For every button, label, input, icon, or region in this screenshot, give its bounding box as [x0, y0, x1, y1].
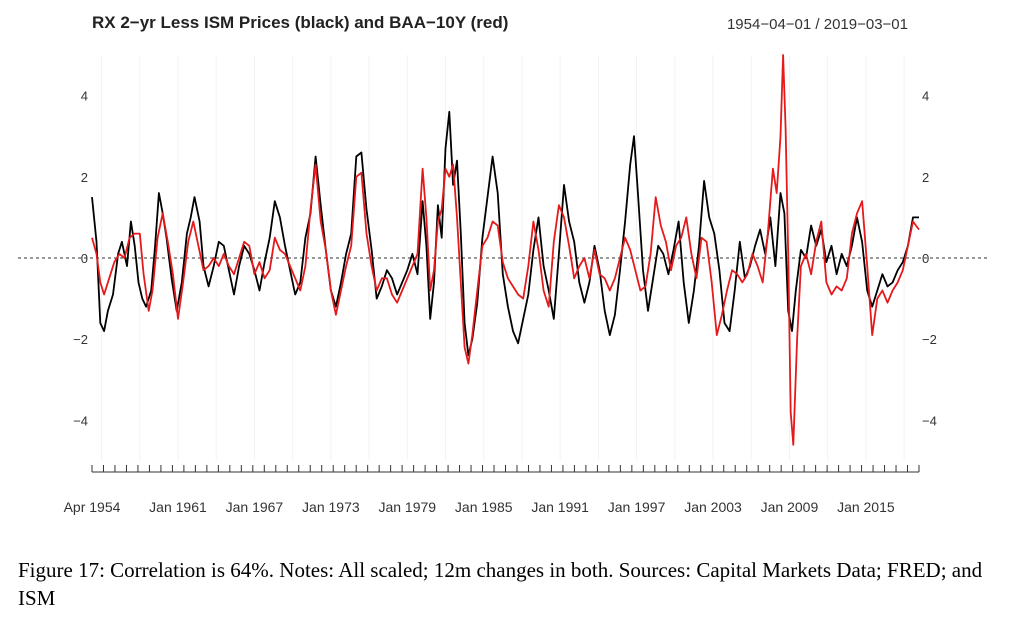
date-range: 1954−04−01 / 2019−03−01	[727, 16, 908, 33]
x-tick-label: Jan 1991	[531, 499, 589, 515]
x-tick-label: Jan 2009	[761, 499, 819, 515]
series-layer	[91, 54, 920, 446]
y-tick-label-left: 2	[81, 170, 88, 185]
x-tick-label: Jan 1997	[608, 499, 666, 515]
series-line-black	[91, 110, 919, 357]
x-tick-label: Jan 2003	[684, 499, 742, 515]
y-tick-label-right: 2	[922, 170, 929, 185]
figure-caption: Figure 17: Correlation is 64%. Notes: Al…	[18, 558, 983, 610]
y-tick-label-right: 4	[922, 89, 929, 104]
chart-title: RX 2−yr Less ISM Prices (black) and BAA−…	[92, 13, 508, 32]
series-line-red	[91, 54, 920, 446]
y-tick-label-left: 4	[81, 89, 88, 104]
y-tick-label-left: 0	[81, 251, 88, 266]
x-tick-label: Apr 1954	[64, 499, 121, 515]
x-tick-label: Jan 2015	[837, 499, 895, 515]
x-tick-label: Jan 1961	[149, 499, 207, 515]
x-tick-label: Jan 1973	[302, 499, 360, 515]
x-axis: Apr 1954 Jan 1961 Jan 1967 Jan 1973 Jan 1979…	[64, 465, 920, 515]
y-tick-label-left: −4	[73, 413, 88, 428]
x-tick-label: Jan 1979	[378, 499, 436, 515]
y-tick-label-right: −4	[922, 413, 937, 428]
chart-svg: RX 2−yr Less ISM Prices (black) and BAA−…	[18, 13, 990, 515]
x-tick-label: Jan 1967	[226, 499, 284, 515]
y-tick-label-right: −2	[922, 332, 937, 347]
y-tick-label-right: 0	[922, 251, 929, 266]
y-axis-left: 4 2 0 −2 −4	[73, 89, 88, 429]
y-axis-right: 4 2 0 −2 −4	[922, 89, 937, 429]
x-tick-label: Jan 1985	[455, 499, 513, 515]
y-tick-label-left: −2	[73, 332, 88, 347]
